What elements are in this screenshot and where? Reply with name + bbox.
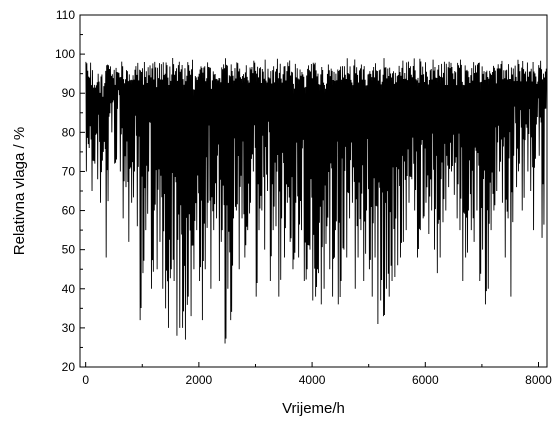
y-tick-label: 20 (62, 360, 76, 374)
y-tick-label: 70 (62, 164, 76, 178)
y-axis: 20 30 40 50 60 70 80 90 100 110 (55, 8, 85, 374)
data-layer (85, 58, 548, 344)
y-tick-label: 100 (55, 47, 75, 61)
x-tick-label: 0 (82, 373, 89, 387)
x-tick-label: 2000 (186, 373, 213, 387)
y-tick-label: 90 (62, 86, 76, 100)
humidity-series-line (85, 58, 548, 344)
y-axis-title: Relativna vlaga / % (11, 127, 28, 255)
y-tick-label: 50 (62, 243, 76, 257)
x-tick-label: 4000 (299, 373, 326, 387)
x-tick-label: 8000 (525, 373, 552, 387)
y-tick-label: 40 (62, 282, 76, 296)
y-tick-label: 80 (62, 125, 76, 139)
x-axis: 0 2000 4000 6000 8000 (82, 362, 552, 387)
y-tick-label: 30 (62, 321, 76, 335)
x-axis-title: Vrijeme/h (282, 400, 345, 417)
x-tick-label: 6000 (412, 373, 439, 387)
y-tick-label: 110 (56, 8, 75, 22)
y-tick-label: 60 (62, 204, 76, 218)
